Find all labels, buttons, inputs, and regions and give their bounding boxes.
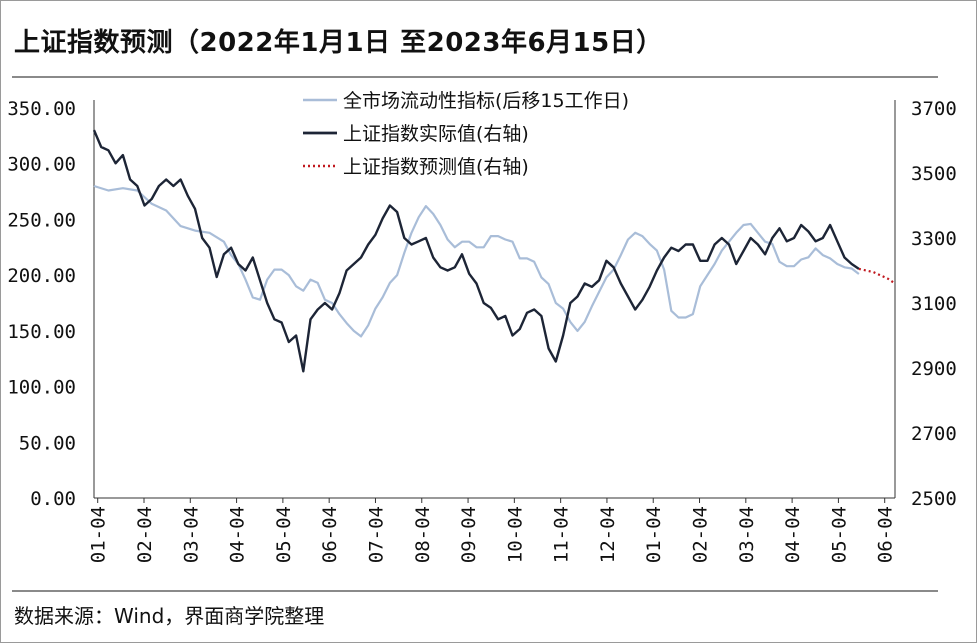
right-tick-label: 3300 <box>911 228 957 250</box>
right-tick-label: 3100 <box>911 293 957 315</box>
x-tick-label: 06-04 <box>319 506 341 563</box>
right-tick-label: 3700 <box>911 98 957 120</box>
left-tick-label: 0.00 <box>30 488 76 510</box>
legend-label-1: 全市场流动性指标(后移15工作日) <box>343 90 629 112</box>
x-tick-label: 03-04 <box>736 506 758 563</box>
x-tick-label: 07-04 <box>365 506 387 563</box>
left-tick-label: 350.00 <box>7 98 76 120</box>
x-tick-label: 04-04 <box>227 506 249 563</box>
right-tick-label: 3500 <box>911 163 957 185</box>
x-tick-label: 08-04 <box>412 506 434 563</box>
x-tick-label: 02-04 <box>690 506 712 563</box>
x-tick-label: 06-04 <box>875 506 897 563</box>
axes-group: 350.00 300.00 250.00 200.00 150.00 100.00 50.0… <box>7 98 956 563</box>
x-tick-label: 12-04 <box>597 506 619 563</box>
top-rule <box>12 76 938 78</box>
legend-label-3: 上证指数预测值(右轴) <box>343 156 529 178</box>
series-line-1 <box>93 184 860 338</box>
x-tick-label: 02-04 <box>134 506 156 563</box>
x-tick-label: 01-04 <box>88 506 110 563</box>
right-tick-label: 2900 <box>911 358 957 380</box>
legend-label-2: 上证指数实际值(右轴) <box>343 123 529 145</box>
right-tick-label: 2700 <box>911 423 957 445</box>
left-tick-label: 250.00 <box>7 209 76 231</box>
series-group <box>92 129 896 373</box>
x-tick-label: 05-04 <box>273 506 295 563</box>
series-line-3 <box>858 267 896 285</box>
x-tick-label: 03-04 <box>180 506 202 563</box>
series-line-2 <box>92 129 860 373</box>
x-tick-label: 04-04 <box>782 506 804 563</box>
right-tick-label: 2500 <box>911 488 957 510</box>
left-tick-label: 300.00 <box>7 154 76 176</box>
left-tick-label: 150.00 <box>7 321 76 343</box>
source-note: 数据来源：Wind，界面商学院整理 <box>14 604 325 628</box>
x-tick-label: 05-04 <box>828 506 850 563</box>
x-tick-label: 09-04 <box>458 506 480 563</box>
left-tick-label: 50.00 <box>19 432 76 454</box>
x-tick-label: 10-04 <box>504 506 526 563</box>
x-tick-label: 01-04 <box>643 506 665 563</box>
left-tick-label: 100.00 <box>7 377 76 399</box>
x-tick-label: 11-04 <box>551 506 573 563</box>
chart-title: 上证指数预测（2022年1月1日 至2023年6月15日） <box>14 28 663 58</box>
legend: 全市场流动性指标(后移15工作日) 上证指数实际值(右轴) 上证指数预测值(右轴) <box>303 90 629 178</box>
left-tick-label: 200.00 <box>7 265 76 287</box>
bottom-rule <box>12 590 938 592</box>
